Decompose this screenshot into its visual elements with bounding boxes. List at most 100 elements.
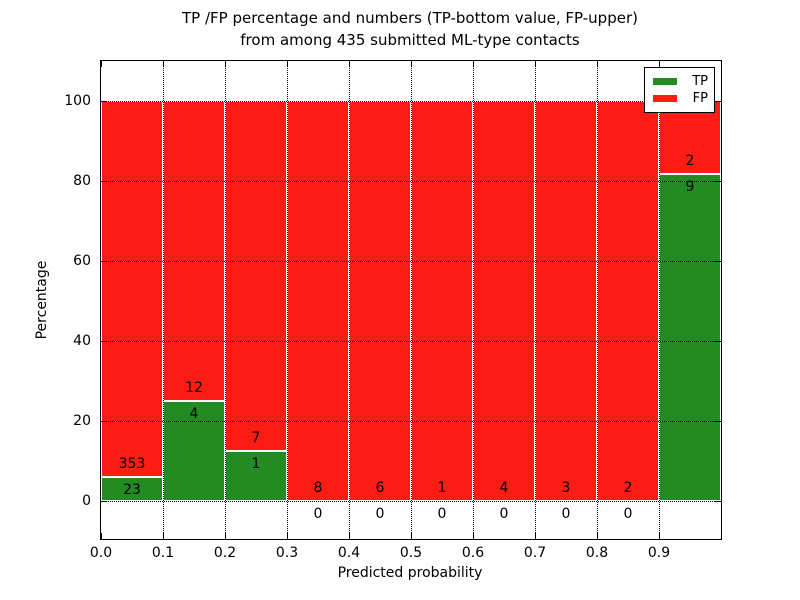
x-axis-tick-top <box>535 61 536 67</box>
x-axis-tick-label: 0.8 <box>585 545 609 561</box>
gridline-vertical <box>473 61 474 539</box>
x-axis-tick <box>163 533 164 539</box>
gridline-horizontal <box>101 341 721 342</box>
gridline-vertical <box>163 61 164 539</box>
y-axis-label: Percentage <box>34 260 50 340</box>
gridline-vertical <box>225 61 226 539</box>
bar-segment-fp <box>535 101 597 501</box>
legend-item: FP <box>652 90 708 107</box>
chart-title-line1: TP /FP percentage and numbers (TP-bottom… <box>182 9 638 27</box>
x-axis-tick <box>597 533 598 539</box>
x-axis-tick-top <box>101 61 102 67</box>
x-axis-tick-top <box>411 61 412 67</box>
plot-area: 353 23 12 4 7 1 8 0 6 0 1 0 4 0 3 0 2 0 2 9 0.0 0.1 0.2 0.3 0.4 0… <box>64 60 722 561</box>
y-axis-tick-right <box>715 341 721 342</box>
x-axis-tick-top <box>163 61 164 67</box>
y-axis-tick-label: 100 <box>64 93 91 109</box>
bar-segment-fp <box>411 101 473 501</box>
fp-count-label: 7 <box>251 430 261 446</box>
x-axis-tick <box>473 533 474 539</box>
x-axis-tick-label: 0.7 <box>523 545 547 561</box>
y-axis-tick-label: 40 <box>73 333 91 349</box>
y-axis-tick-label: 20 <box>73 413 91 429</box>
tp-count-label: 0 <box>313 506 323 522</box>
x-axis-tick-label: 0.1 <box>151 545 175 561</box>
bar-segment-tp <box>101 476 163 501</box>
x-axis-tick-label: 0.9 <box>647 545 671 561</box>
bar-segment-fp <box>349 101 411 501</box>
gridline-vertical <box>659 61 660 539</box>
fp-count-label: 2 <box>685 152 695 169</box>
y-axis-tick-right <box>715 101 721 102</box>
bar-segment-fp <box>287 101 349 501</box>
gridline-vertical <box>349 61 350 539</box>
x-axis-tick-top <box>473 61 474 67</box>
x-axis-tick <box>349 533 350 539</box>
fp-count-label: 4 <box>499 480 509 496</box>
tp-count-label: 0 <box>499 506 509 522</box>
y-axis-tick-right <box>715 181 721 182</box>
fp-count-label: 3 <box>561 480 571 496</box>
x-axis-tick-label: 0.0 <box>89 545 113 561</box>
gridline-horizontal <box>101 501 721 502</box>
fp-count-label: 8 <box>313 480 323 496</box>
fp-count-label: 12 <box>185 380 203 396</box>
fp-count-label: 1 <box>437 480 447 496</box>
gridline-vertical <box>287 61 288 539</box>
x-axis-tick-label: 0.6 <box>461 545 485 561</box>
legend-swatch-tp <box>652 77 678 86</box>
x-axis-tick-label: 0.2 <box>213 545 237 561</box>
x-axis-tick-label: 0.4 <box>337 545 361 561</box>
x-axis-tick <box>535 533 536 539</box>
x-axis-tick-top <box>659 61 660 67</box>
y-axis-tick <box>101 421 107 422</box>
tp-count-label: 1 <box>251 456 261 472</box>
gridline-horizontal <box>101 181 721 182</box>
x-axis-tick-top <box>225 61 226 67</box>
tp-count-label: 23 <box>123 481 141 498</box>
y-axis-tick-right <box>715 261 721 262</box>
x-axis-tick-label: 0.5 <box>399 545 423 561</box>
x-axis-tick <box>287 533 288 539</box>
legend-label: FP <box>692 90 708 106</box>
x-axis-tick-label: 0.3 <box>275 545 299 561</box>
y-axis-tick <box>101 181 107 182</box>
x-axis-tick <box>659 533 660 539</box>
tp-count-label: 0 <box>561 506 571 522</box>
gridline-vertical <box>535 61 536 539</box>
fp-count-label: 353 <box>118 455 146 472</box>
y-axis-tick-label: 60 <box>73 253 91 269</box>
x-axis-tick-top <box>597 61 598 67</box>
gridline-horizontal <box>101 101 721 102</box>
gridline-vertical <box>411 61 412 539</box>
bar-segment-tp <box>659 173 721 501</box>
y-axis-tick-right <box>715 421 721 422</box>
legend-label: TP <box>692 73 708 89</box>
y-axis-tick-label: 80 <box>73 173 91 189</box>
y-axis-tick <box>101 101 107 102</box>
tp-count-label: 4 <box>189 406 199 422</box>
x-axis-tick <box>101 533 102 539</box>
gridline-horizontal <box>101 421 721 422</box>
fp-count-label: 6 <box>375 480 385 496</box>
bar-segment-fp <box>597 101 659 501</box>
y-axis-tick-right <box>715 501 721 502</box>
x-axis-tick <box>225 533 226 539</box>
chart-title: TP /FP percentage and numbers (TP-bottom… <box>100 7 720 51</box>
bar-segment-fp <box>163 101 225 401</box>
legend-item: TP <box>652 73 708 90</box>
tp-count-label: 0 <box>437 506 447 522</box>
legend: TP FP <box>644 67 715 113</box>
tp-count-label: 0 <box>375 506 385 522</box>
bar-segment-fp <box>473 101 535 501</box>
y-axis-tick <box>101 501 107 502</box>
x-axis-tick <box>411 533 412 539</box>
gridline-horizontal <box>101 261 721 262</box>
bar-segment-fp <box>101 101 163 477</box>
bar-segment-fp <box>225 101 287 451</box>
gridline-vertical <box>597 61 598 539</box>
y-axis-tick <box>101 341 107 342</box>
chart-title-line2: from among 435 submitted ML-type contact… <box>240 31 580 49</box>
y-axis-tick-label: 0 <box>82 493 91 509</box>
